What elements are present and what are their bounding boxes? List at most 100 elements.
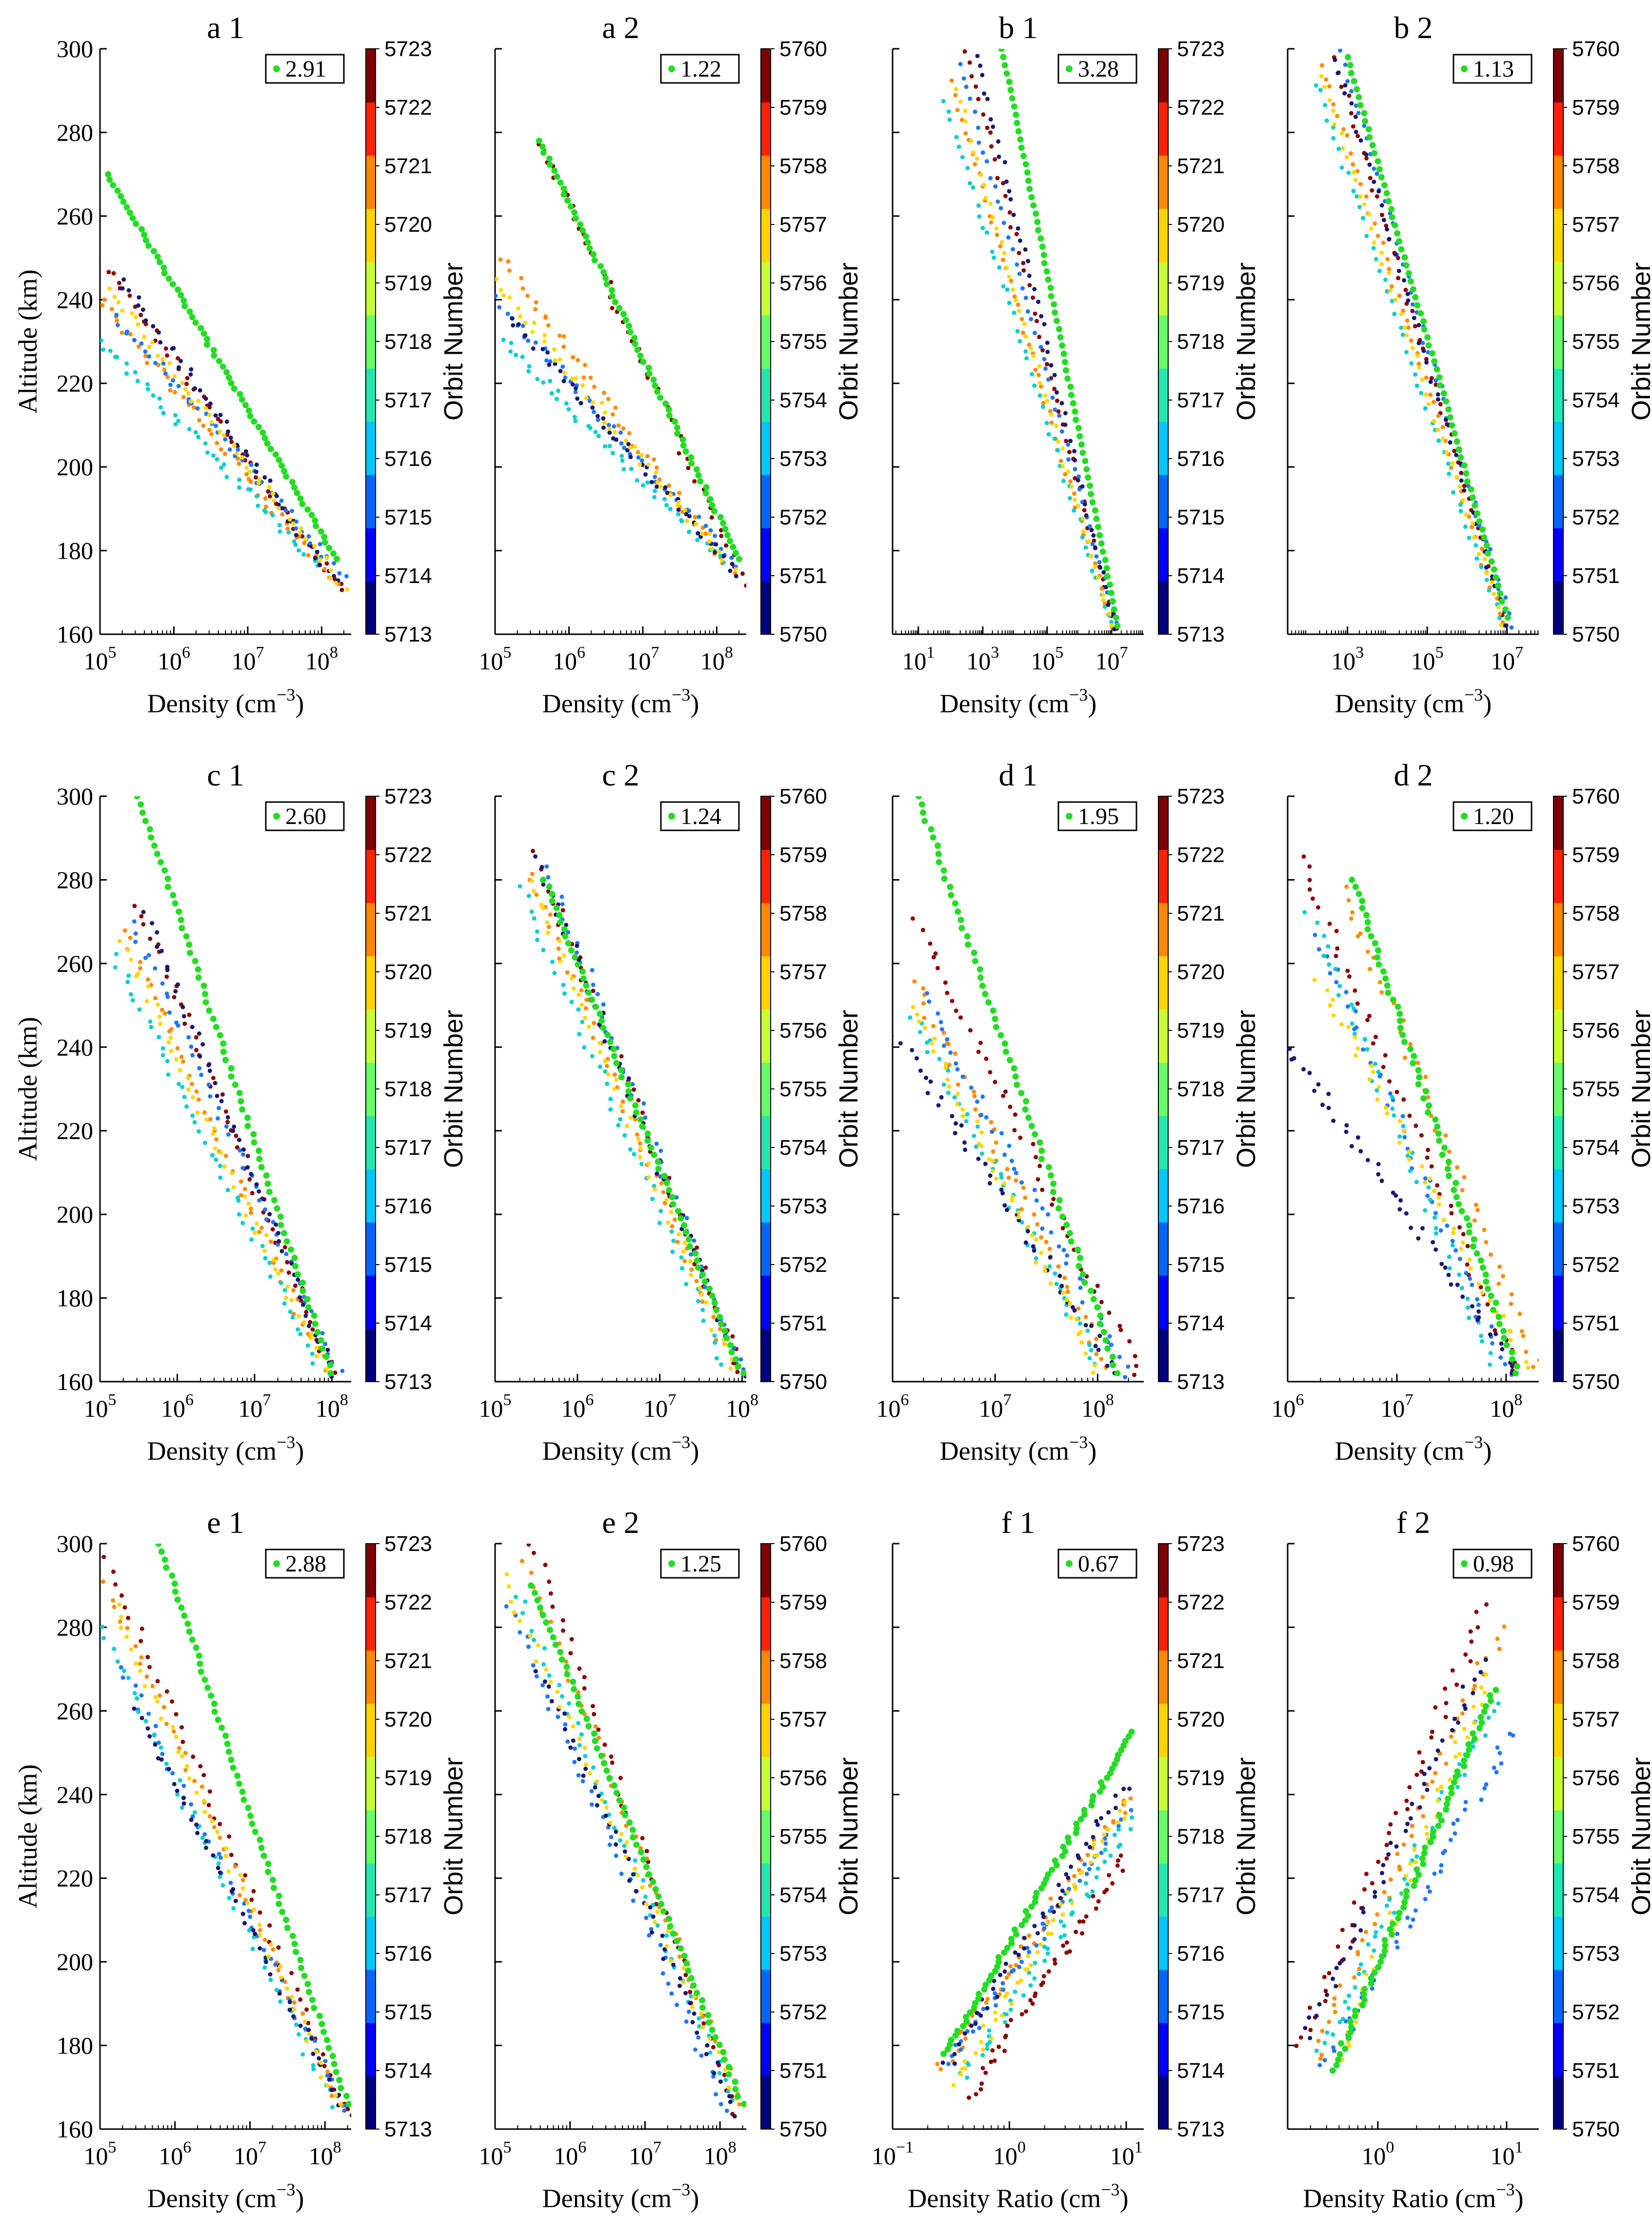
data-point xyxy=(1084,1881,1089,1886)
highlight-point xyxy=(1035,227,1041,234)
data-point xyxy=(147,1665,152,1670)
panel-title: c 1 xyxy=(207,758,244,792)
data-point xyxy=(1111,1819,1116,1824)
data-point xyxy=(1090,542,1095,546)
data-point xyxy=(628,1115,633,1120)
highlight-point xyxy=(186,1628,193,1635)
data-point xyxy=(690,2005,695,2010)
data-point xyxy=(566,930,571,935)
data-point xyxy=(688,1259,693,1264)
data-point xyxy=(935,1011,940,1016)
data-point xyxy=(533,1669,538,1674)
data-point xyxy=(201,423,206,428)
background-series-0 xyxy=(1331,42,1508,628)
highlight-point xyxy=(707,496,714,503)
colorbar-tick-label: 5722 xyxy=(1177,96,1225,120)
data-point xyxy=(1357,204,1362,209)
data-point xyxy=(262,475,267,480)
highlight-point xyxy=(1457,454,1464,461)
data-point xyxy=(1387,267,1392,272)
data-point xyxy=(506,1584,511,1589)
data-point xyxy=(292,2007,297,2012)
background-series-5 xyxy=(117,1602,343,2107)
colorbar-tick-label: 5750 xyxy=(1572,1370,1620,1394)
data-point xyxy=(734,574,738,579)
data-point xyxy=(1005,1167,1010,1171)
data-point xyxy=(256,503,260,508)
data-point xyxy=(1438,402,1443,407)
data-point xyxy=(1064,1312,1069,1317)
colorbar-segment xyxy=(761,1756,771,1811)
data-point xyxy=(1371,246,1376,251)
data-point xyxy=(604,1064,609,1068)
data-point xyxy=(533,307,538,312)
highlight-point xyxy=(1437,382,1444,389)
data-point xyxy=(125,980,130,985)
highlight-point xyxy=(232,1081,239,1088)
data-point xyxy=(915,1012,919,1017)
data-point xyxy=(1093,1344,1098,1348)
data-point xyxy=(577,992,581,997)
colorbar-segment xyxy=(366,1756,376,1811)
highlight-point xyxy=(718,1321,725,1328)
highlight-point xyxy=(314,1328,321,1335)
colorbar-tick-label: 5758 xyxy=(1572,154,1620,178)
highlight-point xyxy=(644,1137,651,1144)
highlight-point xyxy=(558,1656,565,1663)
highlight-point xyxy=(726,2064,733,2071)
data-point xyxy=(181,1801,186,1806)
data-point xyxy=(569,1637,574,1642)
colorbar-tick-label: 5750 xyxy=(779,1370,827,1394)
highlight-point xyxy=(531,1589,538,1596)
data-point xyxy=(200,1835,205,1840)
x-tick-exponent: 8 xyxy=(750,1391,758,1409)
colorbar-tick-label: 5720 xyxy=(1177,213,1225,237)
data-point xyxy=(1434,1231,1439,1236)
data-point xyxy=(1479,564,1484,569)
highlight-point xyxy=(701,1278,708,1285)
data-point xyxy=(247,1177,252,1182)
data-point xyxy=(318,563,322,567)
data-point xyxy=(1319,63,1324,68)
highlight-point xyxy=(297,495,304,502)
data-point xyxy=(1410,302,1415,307)
data-point xyxy=(126,1615,131,1620)
data-point xyxy=(215,1093,219,1098)
legend-value: 1.24 xyxy=(680,804,721,829)
data-point xyxy=(258,1946,262,1951)
data-point xyxy=(249,1237,254,1242)
highlight-point xyxy=(1365,126,1372,133)
colorbar-tick-label: 5720 xyxy=(1177,960,1225,984)
colorbar-label: Orbit Number xyxy=(439,262,468,421)
data-point xyxy=(1326,944,1331,949)
data-point xyxy=(1409,1226,1413,1230)
highlight-point xyxy=(654,388,661,395)
data-point xyxy=(239,455,244,460)
data-point xyxy=(217,1106,221,1110)
data-point xyxy=(1501,1274,1506,1279)
data-point xyxy=(1064,439,1069,443)
data-point xyxy=(1031,295,1035,300)
background-series-5 xyxy=(1312,978,1531,1370)
data-point xyxy=(649,480,654,484)
data-point xyxy=(1066,469,1071,474)
highlight-point xyxy=(1425,342,1432,349)
data-point xyxy=(947,1063,952,1067)
data-point xyxy=(1345,79,1350,84)
data-point xyxy=(299,1298,303,1303)
data-point xyxy=(266,489,271,494)
highlight-point xyxy=(964,933,971,940)
data-point xyxy=(291,521,296,526)
colorbar-segment xyxy=(761,1969,771,2023)
panel-title: f 1 xyxy=(1001,1505,1035,1540)
data-point xyxy=(576,358,580,362)
data-point xyxy=(1499,1341,1504,1346)
data-point xyxy=(945,1037,950,1042)
highlight-point xyxy=(1429,350,1435,357)
data-point xyxy=(1331,42,1335,47)
data-point xyxy=(1090,568,1095,573)
data-point xyxy=(512,1610,517,1615)
data-point xyxy=(1046,1931,1051,1936)
data-point xyxy=(1344,884,1349,889)
highlight-point xyxy=(237,391,243,398)
